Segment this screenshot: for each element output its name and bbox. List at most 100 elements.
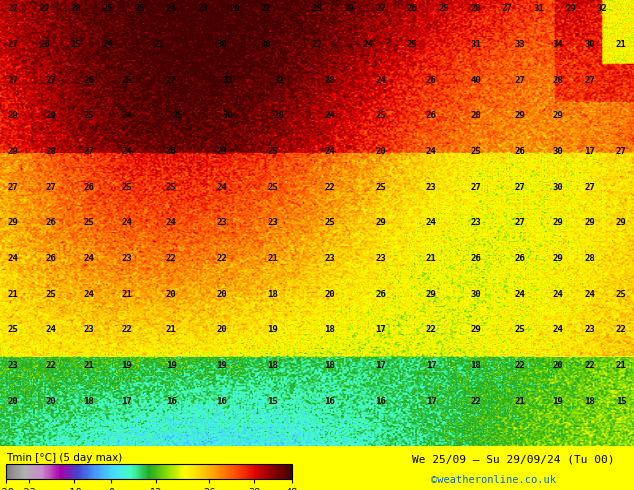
- Text: 29: 29: [426, 290, 436, 299]
- Text: 24: 24: [122, 147, 132, 156]
- Text: 22: 22: [261, 4, 271, 13]
- Text: Tmin [°C] (5 day max): Tmin [°C] (5 day max): [6, 453, 122, 463]
- Text: 20: 20: [217, 290, 227, 299]
- Text: 25: 25: [122, 183, 132, 192]
- Text: 25: 25: [407, 40, 417, 49]
- Text: 25: 25: [439, 4, 449, 13]
- Text: 22: 22: [515, 361, 525, 370]
- Text: 15: 15: [268, 397, 278, 406]
- Text: 25: 25: [268, 183, 278, 192]
- Text: 28: 28: [585, 254, 595, 263]
- Text: 24: 24: [217, 183, 227, 192]
- Text: 28: 28: [325, 76, 335, 85]
- Text: 25: 25: [122, 76, 132, 85]
- Text: 25: 25: [134, 4, 145, 13]
- Text: 21: 21: [166, 325, 176, 335]
- Text: 25: 25: [515, 325, 525, 335]
- Text: 21: 21: [426, 254, 436, 263]
- Text: 21: 21: [8, 290, 18, 299]
- Text: 27: 27: [84, 147, 94, 156]
- Text: 29: 29: [8, 147, 18, 156]
- Text: 24: 24: [8, 254, 18, 263]
- Text: 25: 25: [71, 40, 81, 49]
- Text: 24: 24: [553, 290, 563, 299]
- Text: 29: 29: [553, 219, 563, 227]
- Text: 26: 26: [39, 40, 49, 49]
- Text: 28: 28: [312, 4, 322, 13]
- Text: 30: 30: [261, 40, 271, 49]
- Text: 22: 22: [325, 183, 335, 192]
- Text: 27: 27: [375, 4, 385, 13]
- Text: 29: 29: [553, 111, 563, 121]
- Text: 21: 21: [122, 290, 132, 299]
- Text: 24: 24: [122, 219, 132, 227]
- Text: 27: 27: [166, 76, 176, 85]
- Text: 17: 17: [426, 361, 436, 370]
- Text: 24: 24: [363, 40, 373, 49]
- Text: 24: 24: [585, 290, 595, 299]
- Text: 23: 23: [217, 147, 227, 156]
- Text: 23: 23: [585, 325, 595, 335]
- Text: 24: 24: [325, 147, 335, 156]
- Text: 25: 25: [616, 290, 626, 299]
- Text: 27: 27: [515, 219, 525, 227]
- Text: 28: 28: [470, 4, 481, 13]
- Text: 27: 27: [8, 4, 18, 13]
- Text: 29: 29: [515, 111, 525, 121]
- Text: 21: 21: [268, 254, 278, 263]
- Text: 25: 25: [375, 111, 385, 121]
- Text: 30: 30: [585, 40, 595, 49]
- Text: 26: 26: [407, 4, 417, 13]
- Text: 20: 20: [8, 397, 18, 406]
- Text: 23: 23: [375, 254, 385, 263]
- Text: 25: 25: [46, 290, 56, 299]
- Text: 30: 30: [553, 183, 563, 192]
- Text: 20: 20: [46, 397, 56, 406]
- Text: 24: 24: [515, 290, 525, 299]
- Text: 25: 25: [325, 219, 335, 227]
- Text: 24: 24: [166, 4, 176, 13]
- Text: 24: 24: [103, 40, 113, 49]
- Text: 27: 27: [8, 76, 18, 85]
- Text: 23: 23: [268, 219, 278, 227]
- Text: 31: 31: [470, 40, 481, 49]
- Text: 26: 26: [84, 76, 94, 85]
- Text: 26: 26: [515, 147, 525, 156]
- Text: 25: 25: [84, 111, 94, 121]
- Text: 28: 28: [553, 76, 563, 85]
- Text: 30: 30: [217, 40, 227, 49]
- Text: 27: 27: [8, 183, 18, 192]
- Text: 16: 16: [217, 397, 227, 406]
- Text: 27: 27: [502, 4, 512, 13]
- Text: 25: 25: [268, 147, 278, 156]
- Text: 28: 28: [274, 111, 284, 121]
- Text: 28: 28: [470, 111, 481, 121]
- Text: 27: 27: [46, 76, 56, 85]
- Text: 19: 19: [122, 361, 132, 370]
- Text: 25: 25: [375, 183, 385, 192]
- Text: 28: 28: [46, 147, 56, 156]
- Text: 27: 27: [46, 183, 56, 192]
- Text: 34: 34: [553, 40, 563, 49]
- Text: 27: 27: [8, 40, 18, 49]
- Text: 23: 23: [470, 219, 481, 227]
- Text: 16: 16: [375, 397, 385, 406]
- Text: 30: 30: [553, 147, 563, 156]
- Text: 29: 29: [375, 219, 385, 227]
- Text: 17: 17: [585, 147, 595, 156]
- Text: 16: 16: [325, 397, 335, 406]
- Text: 18: 18: [268, 290, 278, 299]
- Text: 24: 24: [166, 219, 176, 227]
- Text: 26: 26: [84, 183, 94, 192]
- Text: 25: 25: [8, 325, 18, 335]
- Text: 23: 23: [426, 183, 436, 192]
- Text: 17: 17: [375, 361, 385, 370]
- Text: 32: 32: [597, 4, 607, 13]
- Text: 21: 21: [616, 40, 626, 49]
- Text: 21: 21: [515, 397, 525, 406]
- Text: 27: 27: [39, 4, 49, 13]
- Text: 24: 24: [426, 219, 436, 227]
- Text: 29: 29: [566, 4, 576, 13]
- Text: 24: 24: [84, 254, 94, 263]
- Text: 22: 22: [470, 397, 481, 406]
